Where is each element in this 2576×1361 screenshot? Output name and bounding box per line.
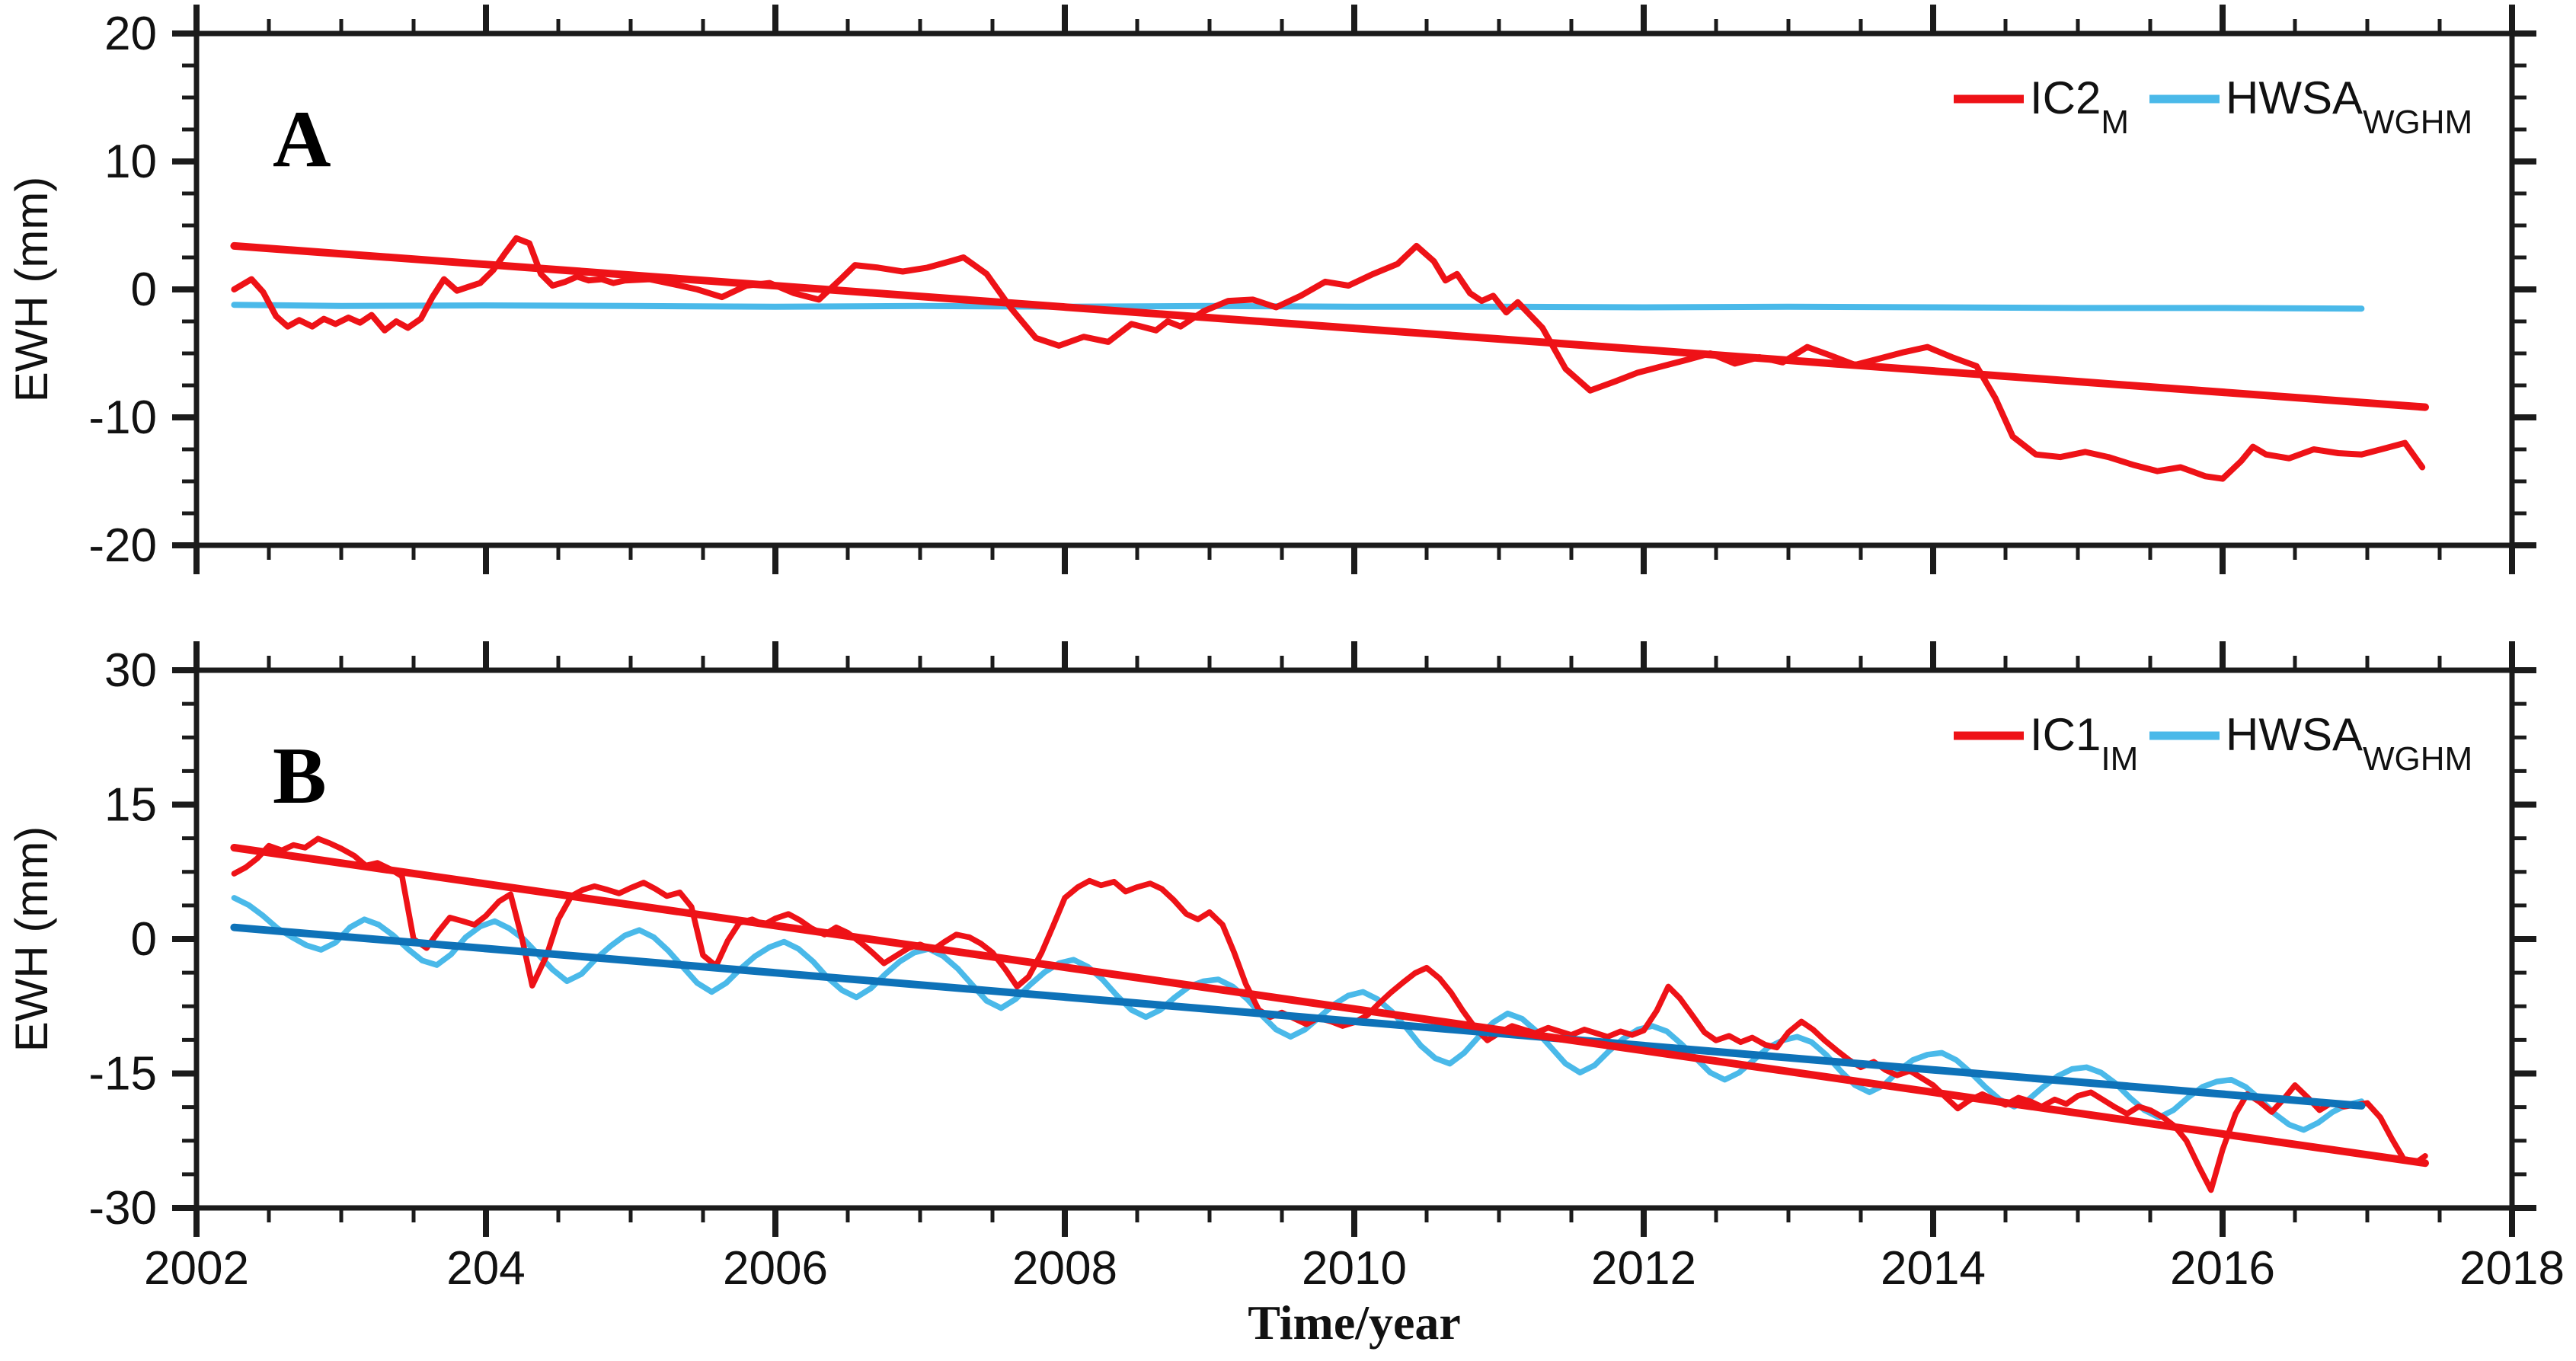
y-axis-title: EWH (mm) (6, 826, 57, 1053)
x-tick-label: 2016 (2170, 1242, 2275, 1295)
y-tick-label: -20 (88, 519, 157, 572)
y-axis-title: EWH (mm) (6, 177, 57, 403)
panel-letter-a: A (273, 94, 331, 184)
y-tick-label: 0 (131, 264, 157, 316)
x-tick-label: 2012 (1591, 1242, 1696, 1295)
y-tick-label: 15 (104, 779, 157, 832)
x-tick-label: 2002 (144, 1242, 249, 1295)
x-tick-label: 204 (446, 1242, 525, 1295)
panel-frame (193, 30, 2515, 548)
legend-label-ic1im: IC1IM (2030, 709, 2138, 778)
x-tick-label: 2010 (1302, 1242, 1407, 1295)
y-tick-label: 0 (131, 913, 157, 966)
legend-label-hwsawghm: HWSAWGHM (2226, 72, 2472, 141)
y-tick-label: -30 (88, 1182, 157, 1235)
y-tick-label: 20 (104, 8, 157, 60)
y-tick-label: 30 (104, 644, 157, 697)
x-tick-label: 2006 (723, 1242, 828, 1295)
legend-label-ic2m: IC2M (2030, 72, 2129, 141)
series-HWSA-WGHM-monthly (231, 302, 2365, 312)
series-IC2-M-monthly (231, 235, 2426, 482)
y-tick-label: -10 (88, 391, 157, 444)
x-axis-title: Time/year (1248, 1296, 1461, 1350)
x-tick-label: 2018 (2459, 1242, 2565, 1295)
x-tick-label: 2008 (1012, 1242, 1117, 1295)
y-tick-label: -15 (88, 1048, 157, 1101)
panel-b: 30 15 0 -15 -30 2002 204 2006 2008 2010 2012 2014 20… (6, 641, 2565, 1350)
x-tick-label: 2014 (1881, 1242, 1986, 1295)
series-IC1-IM-trend (230, 844, 2429, 1168)
series-HWSA-WGHM-trend (230, 923, 2366, 1110)
panel-frame (193, 667, 2515, 1211)
series-IC2-M-trend (230, 241, 2429, 411)
legend-label-hwsawghm: HWSAWGHM (2226, 709, 2472, 778)
y-tick-label: 10 (104, 136, 157, 188)
panel-a: 20 10 0 -10 -20 EWH (mm) A IC2M HWSAWGHM (6, 5, 2536, 574)
panel-letter-b: B (273, 731, 327, 820)
